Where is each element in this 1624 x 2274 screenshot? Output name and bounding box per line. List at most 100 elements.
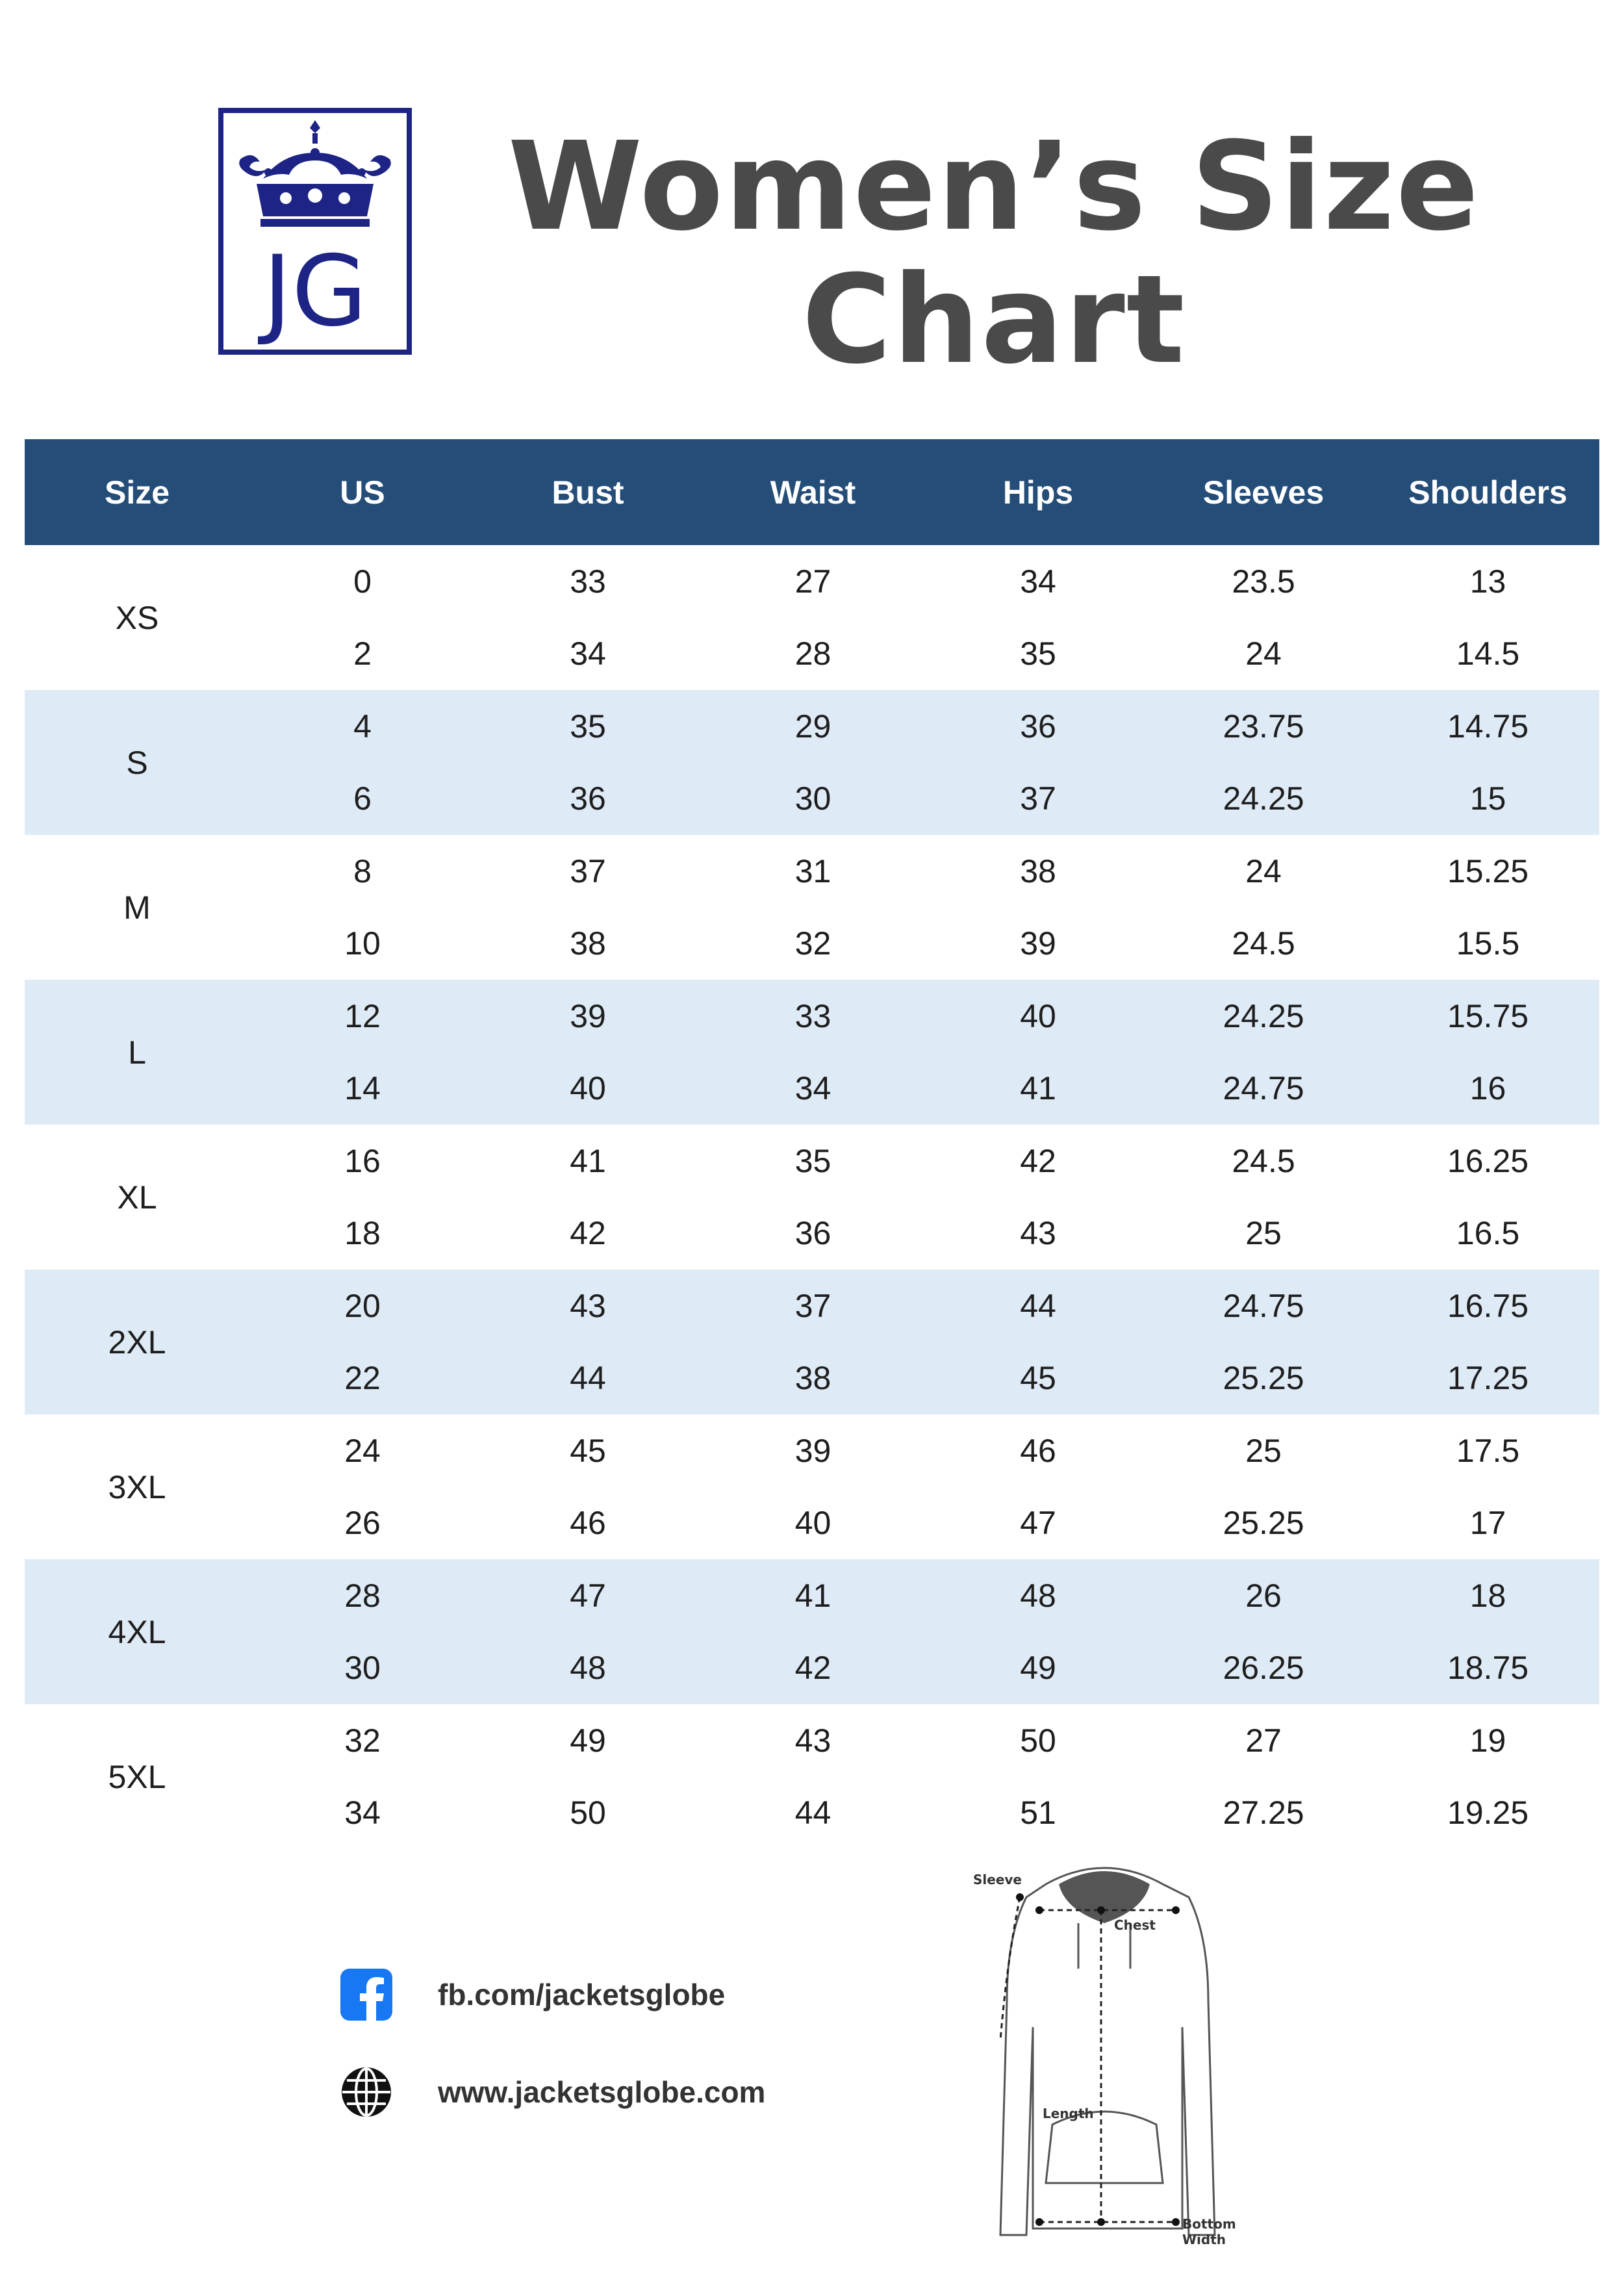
title-line-2: Chart	[802, 249, 1186, 391]
cell-us: 16	[344, 1142, 381, 1179]
table-row: 18 42 36 43 25 16.5	[249, 1197, 1599, 1270]
cell-waist: 31	[794, 852, 831, 889]
facebook-contact[interactable]: fb.com/jacketsglobe	[340, 1969, 725, 2021]
cell-bust: 50	[570, 1795, 606, 1832]
size-group: 4XL 28 47 41 48 26 18 30 48 42 49 26.25 18.75	[25, 1559, 1599, 1704]
cell-us: 2	[353, 635, 372, 672]
cell-waist: 29	[794, 708, 831, 745]
size-label: 5XL	[108, 1758, 166, 1795]
hoodie-measurement-diagram: Sleeve Chest Length Bottom Width	[973, 1867, 1236, 2247]
table-row: 34 50 44 51 27.25 19.25	[249, 1777, 1599, 1850]
cell-hips: 49	[1020, 1650, 1056, 1687]
size-label: M	[123, 889, 151, 926]
cell-sleeves: 23.5	[1232, 563, 1295, 600]
cell-hips: 47	[1020, 1505, 1056, 1542]
cell-us: 20	[344, 1287, 381, 1324]
cell-bust: 37	[570, 852, 606, 889]
size-label: 3XL	[108, 1468, 166, 1505]
cell-waist: 32	[794, 925, 831, 962]
table-row: 26 46 40 47 25.25 17	[249, 1487, 1599, 1560]
size-group: 2XL 20 43 37 44 24.75 16.75 22 44 38 45 25.25 17.25	[25, 1270, 1599, 1414]
cell-waist: 36	[794, 1215, 831, 1252]
cell-sleeves: 24.75	[1223, 1070, 1304, 1107]
table-header: Size US Bust Waist Hips Sleeves Shoulder…	[25, 439, 1599, 545]
header-us: US	[340, 474, 385, 511]
cell-sleeves: 27	[1245, 1722, 1282, 1759]
cell-shoulders: 15.25	[1447, 852, 1529, 889]
cell-us: 22	[344, 1360, 381, 1397]
page-title: Women’s Size Chart	[494, 120, 1494, 387]
cell-hips: 50	[1020, 1722, 1056, 1759]
cell-shoulders: 16	[1469, 1070, 1506, 1107]
size-group: L 12 39 33 40 24.25 15.75 14 40 34 41 24.75 16	[25, 980, 1599, 1125]
cell-bust: 35	[570, 708, 606, 745]
cell-hips: 43	[1020, 1215, 1056, 1252]
size-group: S 4 35 29 36 23.75 14.75 6 36 30 37 24.25 15	[25, 690, 1599, 835]
cell-hips: 41	[1020, 1070, 1056, 1107]
website-link[interactable]: www.jacketsglobe.com	[438, 2075, 766, 2109]
cell-waist: 27	[794, 563, 831, 600]
size-group: 3XL 24 45 39 46 25 17.5 26 46 40 47 25.25 17	[25, 1414, 1599, 1559]
cell-bust: 46	[570, 1505, 606, 1542]
cell-waist: 34	[794, 1070, 831, 1107]
cell-hips: 48	[1020, 1577, 1056, 1614]
cell-shoulders: 18	[1469, 1577, 1506, 1614]
cell-sleeves: 25	[1245, 1215, 1282, 1252]
title-line-1: Women’s Size	[507, 116, 1480, 258]
size-label: XS	[115, 599, 159, 636]
size-label: 4XL	[108, 1613, 166, 1650]
cell-hips: 38	[1020, 852, 1056, 889]
cell-shoulders: 16.25	[1447, 1142, 1529, 1179]
cell-bust: 43	[570, 1287, 606, 1324]
cell-us: 34	[344, 1795, 381, 1832]
cell-waist: 30	[794, 780, 831, 817]
size-label: L	[128, 1034, 146, 1071]
cell-hips: 39	[1020, 925, 1056, 962]
cell-hips: 40	[1020, 997, 1056, 1034]
cell-sleeves: 24.25	[1223, 997, 1304, 1034]
table-row: 4 35 29 36 23.75 14.75	[249, 690, 1599, 763]
cell-waist: 44	[794, 1795, 831, 1832]
cell-shoulders: 13	[1469, 563, 1506, 600]
table-row: 32 49 43 50 27 19	[249, 1704, 1599, 1777]
cell-bust: 49	[570, 1722, 606, 1759]
cell-bust: 34	[570, 635, 606, 672]
facebook-link[interactable]: fb.com/jacketsglobe	[438, 1978, 726, 2012]
header-shoulders: Shoulders	[1408, 474, 1567, 511]
cell-waist: 35	[794, 1142, 831, 1179]
header-waist: Waist	[770, 474, 856, 511]
cell-waist: 42	[794, 1650, 831, 1687]
size-group: XS 0 33 27 34 23.5 13 2 34 28 35 24 14.5	[25, 545, 1599, 690]
cell-shoulders: 18.75	[1447, 1650, 1529, 1687]
cell-us: 10	[344, 925, 381, 962]
cell-sleeves: 24.5	[1232, 925, 1295, 962]
cell-bust: 47	[570, 1577, 606, 1614]
website-contact[interactable]: www.jacketsglobe.com	[340, 2066, 765, 2118]
cell-shoulders: 17.5	[1456, 1432, 1520, 1469]
label-length: Length	[1043, 2106, 1094, 2121]
header-size: Size	[104, 474, 170, 511]
label-width: Width	[1182, 2232, 1226, 2247]
cell-waist: 43	[794, 1722, 831, 1759]
cell-us: 12	[344, 997, 381, 1034]
table-body: XS 0 33 27 34 23.5 13 2 34 28 35 24 14.5 S 4 35 29 36 23.7…	[25, 545, 1599, 1849]
cell-shoulders: 15.5	[1456, 925, 1520, 962]
cell-us: 24	[344, 1432, 381, 1469]
table-row: 6 36 30 37 24.25 15	[249, 763, 1599, 836]
cell-shoulders: 15.75	[1447, 997, 1529, 1034]
cell-hips: 44	[1020, 1287, 1056, 1324]
cell-hips: 34	[1020, 563, 1056, 600]
cell-us: 30	[344, 1650, 381, 1687]
cell-us: 28	[344, 1577, 381, 1614]
cell-bust: 48	[570, 1650, 606, 1687]
cell-hips: 46	[1020, 1432, 1056, 1469]
table-row: 2 34 28 35 24 14.5	[249, 618, 1599, 691]
cell-sleeves: 26.25	[1223, 1650, 1304, 1687]
cell-bust: 33	[570, 563, 606, 600]
header-bust: Bust	[552, 474, 624, 511]
cell-sleeves: 25	[1245, 1432, 1282, 1469]
globe-icon	[342, 2067, 391, 2117]
facebook-icon	[340, 1969, 392, 2021]
cell-shoulders: 15	[1469, 780, 1506, 817]
table-row: 24 45 39 46 25 17.5	[249, 1414, 1599, 1487]
